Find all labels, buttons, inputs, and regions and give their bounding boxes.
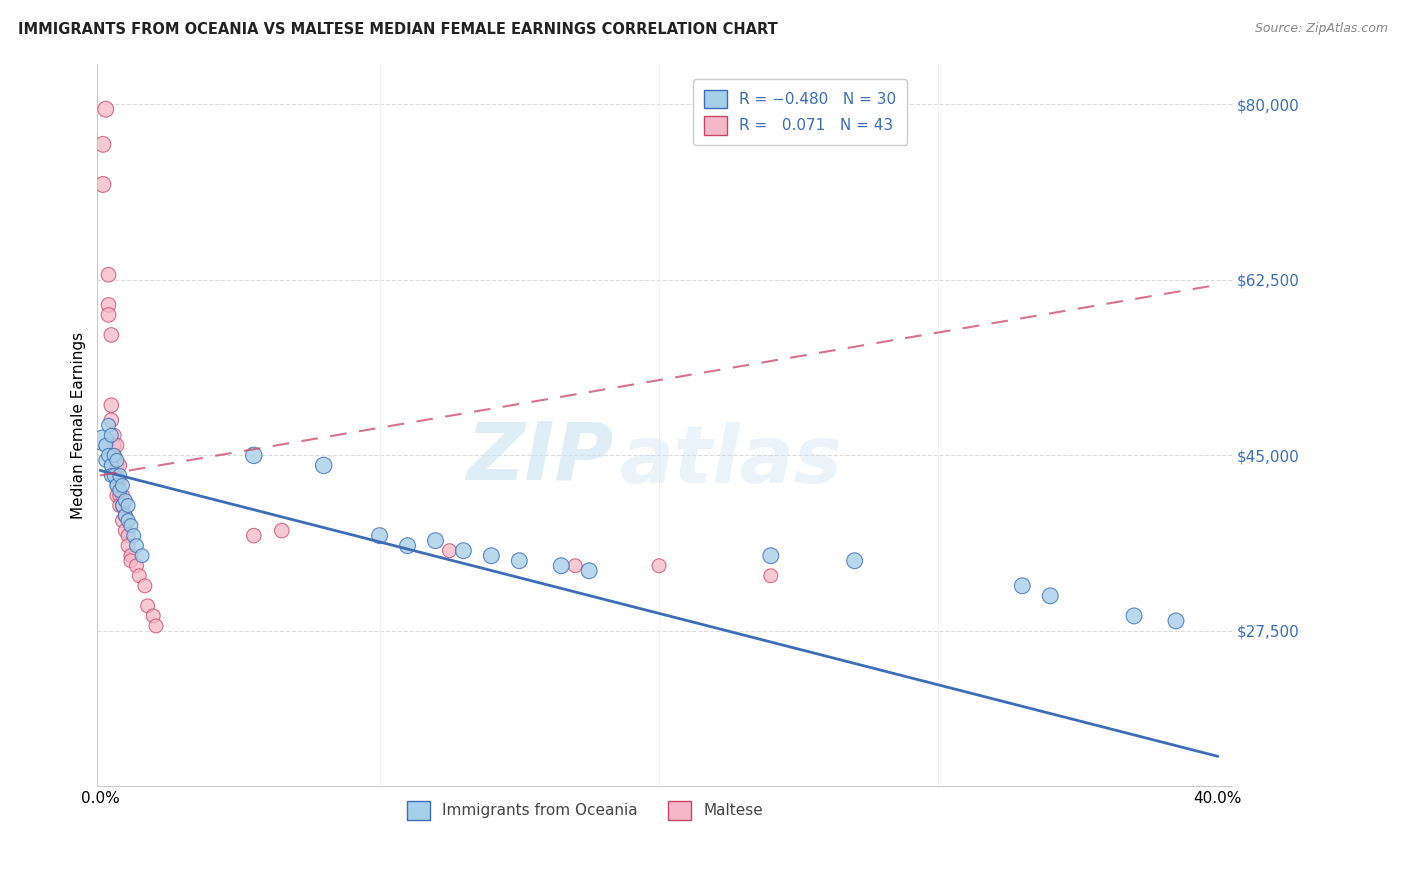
Point <box>103 449 125 463</box>
Point <box>94 102 117 116</box>
Point <box>103 453 125 467</box>
Point <box>479 549 502 563</box>
Point <box>105 478 128 492</box>
Point <box>97 449 120 463</box>
Text: IMMIGRANTS FROM OCEANIA VS MALTESE MEDIAN FEMALE EARNINGS CORRELATION CHART: IMMIGRANTS FROM OCEANIA VS MALTESE MEDIA… <box>18 22 778 37</box>
Point <box>100 458 122 473</box>
Text: atlas: atlas <box>619 423 842 500</box>
Point <box>759 549 782 563</box>
Point <box>97 298 120 312</box>
Point <box>648 558 671 573</box>
Y-axis label: Median Female Earnings: Median Female Earnings <box>72 332 86 519</box>
Point <box>312 458 335 473</box>
Point <box>103 449 125 463</box>
Point <box>114 508 136 523</box>
Point <box>114 524 136 538</box>
Point <box>131 549 153 563</box>
Point <box>120 518 142 533</box>
Point <box>91 137 114 152</box>
Point <box>117 499 139 513</box>
Point <box>94 438 117 452</box>
Point <box>844 554 866 568</box>
Point <box>120 554 142 568</box>
Point <box>108 458 131 473</box>
Point <box>125 539 148 553</box>
Point <box>114 493 136 508</box>
Point <box>122 528 145 542</box>
Point <box>120 549 142 563</box>
Point <box>1123 608 1146 623</box>
Point <box>111 478 134 492</box>
Point <box>91 434 114 448</box>
Point <box>97 308 120 322</box>
Point <box>100 413 122 427</box>
Point <box>105 478 128 492</box>
Point <box>117 514 139 528</box>
Point <box>103 428 125 442</box>
Point <box>105 458 128 473</box>
Point <box>453 543 475 558</box>
Legend: Immigrants from Oceania, Maltese: Immigrants from Oceania, Maltese <box>401 795 769 826</box>
Point <box>439 543 461 558</box>
Point <box>97 418 120 433</box>
Point <box>368 528 391 542</box>
Text: Source: ZipAtlas.com: Source: ZipAtlas.com <box>1254 22 1388 36</box>
Point <box>114 508 136 523</box>
Point <box>108 488 131 502</box>
Point <box>759 568 782 582</box>
Point <box>550 558 572 573</box>
Point <box>108 468 131 483</box>
Point <box>105 453 128 467</box>
Point <box>125 558 148 573</box>
Point <box>108 499 131 513</box>
Point <box>508 554 530 568</box>
Point <box>100 328 122 343</box>
Point <box>1039 589 1062 603</box>
Point <box>117 539 139 553</box>
Point <box>243 449 266 463</box>
Point <box>105 468 128 483</box>
Point <box>111 488 134 502</box>
Point <box>108 474 131 488</box>
Point <box>94 453 117 467</box>
Point <box>578 564 600 578</box>
Point <box>103 438 125 452</box>
Point <box>270 524 292 538</box>
Point <box>425 533 447 548</box>
Point <box>111 499 134 513</box>
Point <box>134 579 156 593</box>
Text: ZIP: ZIP <box>467 418 613 497</box>
Point <box>108 483 131 498</box>
Point <box>128 568 150 582</box>
Point <box>1011 579 1033 593</box>
Point <box>396 539 419 553</box>
Point <box>564 558 586 573</box>
Point <box>136 599 159 613</box>
Point <box>100 398 122 412</box>
Point <box>111 514 134 528</box>
Point <box>111 499 134 513</box>
Point <box>1164 614 1187 628</box>
Point <box>103 468 125 483</box>
Point <box>117 528 139 542</box>
Point <box>105 488 128 502</box>
Point <box>145 619 167 633</box>
Point <box>105 438 128 452</box>
Point <box>97 268 120 282</box>
Point <box>100 468 122 483</box>
Point <box>91 178 114 192</box>
Point <box>243 528 266 542</box>
Point <box>142 608 165 623</box>
Point <box>100 428 122 442</box>
